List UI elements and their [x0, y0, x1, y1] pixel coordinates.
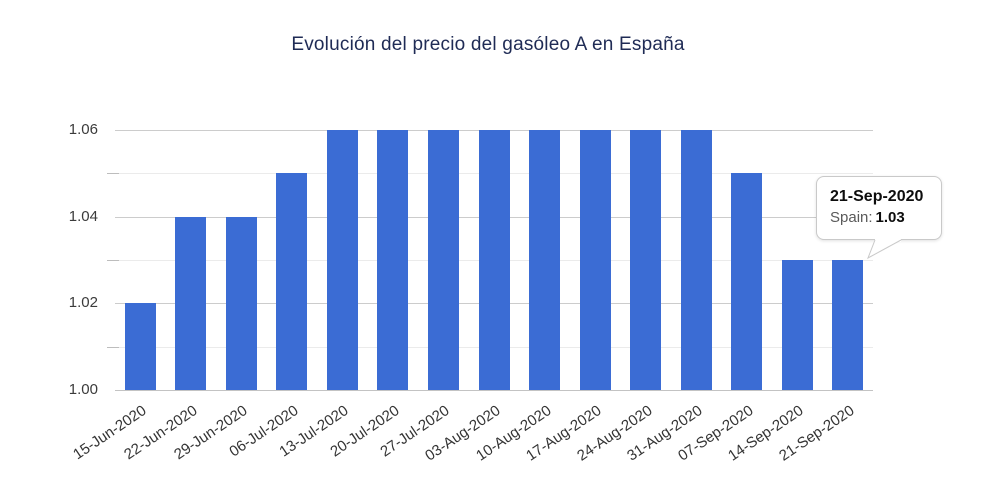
bar[interactable]: [731, 173, 763, 390]
tooltip-series-label: Spain:: [830, 209, 873, 226]
bar[interactable]: [427, 130, 459, 390]
bar[interactable]: [175, 216, 207, 390]
bar[interactable]: [529, 130, 561, 390]
x-axis-line: [115, 390, 873, 391]
y-axis-label: 1.00: [68, 381, 98, 398]
bar[interactable]: [225, 216, 257, 390]
y-axis-minor-tick: [107, 260, 119, 261]
bar[interactable]: [326, 130, 358, 390]
bar[interactable]: [781, 260, 813, 390]
bar[interactable]: [832, 260, 864, 390]
bar[interactable]: [478, 130, 510, 390]
y-axis-minor-tick: [107, 173, 119, 175]
y-axis-label: 1.04: [68, 207, 98, 225]
tooltip-value-row: Spain: 1.03: [830, 207, 929, 228]
bar[interactable]: [377, 130, 409, 390]
bar[interactable]: [276, 173, 308, 390]
tooltip-pointer-icon: [867, 239, 902, 260]
y-axis-label: 1.06: [68, 121, 98, 138]
chart-title: Evolución del precio del gasóleo A en Es…: [291, 34, 685, 55]
bar[interactable]: [124, 303, 156, 390]
bar[interactable]: [579, 130, 611, 390]
y-axis-label: 1.02: [68, 294, 98, 312]
tooltip-date: 21-Sep-2020: [830, 188, 924, 205]
bar[interactable]: [630, 130, 662, 390]
y-axis-minor-tick: [107, 346, 119, 348]
tooltip: 21-Sep-2020 Spain: 1.03: [816, 176, 942, 260]
bar[interactable]: [680, 130, 712, 390]
tooltip-value: 1.03: [875, 209, 905, 226]
